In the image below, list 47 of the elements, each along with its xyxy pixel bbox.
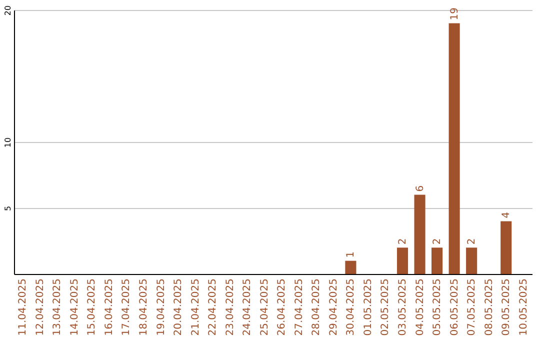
- y-tick-label: 20: [4, 5, 12, 16]
- x-tick-label: 29.04.2025: [328, 278, 340, 336]
- data-label: 19: [449, 7, 460, 20]
- data-label: 2: [466, 238, 478, 245]
- x-tick-label: 20.04.2025: [173, 278, 184, 336]
- x-tick-label: 30.04.2025: [346, 278, 357, 336]
- x-tick-label: 27.04.2025: [294, 278, 305, 336]
- data-label: 4: [501, 212, 512, 218]
- data-label: 1: [346, 251, 357, 258]
- x-tick-label: 26.04.2025: [276, 278, 288, 336]
- bar: [345, 260, 356, 274]
- y-tick-label: 10: [4, 137, 12, 148]
- x-tick-label: 03.05.2025: [398, 278, 408, 336]
- data-label: 6: [414, 185, 426, 192]
- x-tick-label: 21.04.2025: [190, 278, 202, 336]
- x-tick-label: 10.05.2025: [518, 278, 530, 336]
- x-tick-label: 25.04.2025: [259, 278, 270, 336]
- x-tick-label: 22.04.2025: [208, 278, 219, 336]
- x-tick-label: 12.04.2025: [34, 278, 46, 336]
- x-tick-label: 13.04.2025: [52, 278, 64, 336]
- bar: [448, 23, 460, 274]
- x-tick-label: 01.05.2025: [362, 278, 374, 336]
- bar: [500, 221, 512, 274]
- x-tick-label: 02.05.2025: [380, 278, 392, 336]
- data-label: 2: [432, 238, 444, 245]
- x-tick-label: 14.04.2025: [69, 278, 80, 336]
- y-tick-label: 5: [4, 206, 12, 212]
- x-tick-label: 28.04.2025: [311, 278, 322, 336]
- x-tick-label: 23.04.2025: [224, 278, 236, 336]
- x-tick-label: 05.05.2025: [432, 278, 444, 336]
- x-tick-label: 19.04.2025: [156, 278, 167, 336]
- x-tick-label: 07.05.2025: [466, 278, 478, 336]
- x-tick-label: 24.04.2025: [242, 278, 254, 336]
- x-tick-label: 08.05.2025: [484, 278, 495, 336]
- x-tick-label: 09.05.2025: [501, 278, 512, 336]
- data-label: 2: [398, 238, 408, 245]
- x-tick-label: 18.04.2025: [138, 278, 150, 336]
- bar: [432, 248, 443, 274]
- x-tick-label: 11.04.2025: [18, 278, 29, 336]
- x-tick-label: 16.04.2025: [104, 278, 115, 336]
- bar: [396, 248, 408, 274]
- x-tick-label: 04.05.2025: [414, 278, 426, 336]
- x-tick-label: 15.04.2025: [86, 278, 98, 336]
- bar: [466, 248, 478, 274]
- x-tick-label: 06.05.2025: [449, 278, 460, 336]
- x-tick-label: 17.04.2025: [121, 278, 132, 336]
- bar: [414, 194, 426, 274]
